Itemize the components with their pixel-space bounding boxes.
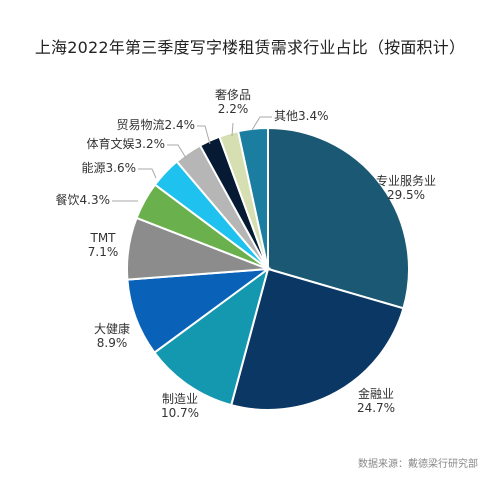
- slice-value-label: 24.7%: [357, 401, 395, 415]
- leader-line: [197, 125, 211, 145]
- source-note: 数据来源：戴德梁行研究部: [358, 459, 478, 470]
- slice-label: 贸易物流2.4%: [117, 118, 196, 132]
- slice-label: 餐饮4.3%: [56, 192, 111, 207]
- slice-value-label: 29.5%: [387, 188, 425, 202]
- slice-label: 专业服务业: [376, 173, 436, 188]
- slice-value-label: 10.7%: [161, 406, 199, 420]
- slice-label: 体育文娱3.2%: [87, 136, 166, 151]
- leader-line: [138, 168, 157, 179]
- pie-slice: [267, 126, 410, 310]
- slice-label: 金融业: [358, 386, 394, 401]
- leader-line: [251, 116, 272, 131]
- slice-value-label: 2.2%: [218, 102, 249, 116]
- slice-label: TMT: [89, 231, 116, 245]
- slice-label: 其他3.4%: [274, 109, 329, 123]
- slice-label: 能源3.6%: [82, 161, 137, 175]
- leader-line: [167, 144, 187, 159]
- slice-label: 奢侈品: [215, 88, 251, 102]
- pie-slice: [153, 266, 270, 407]
- chart-title: 上海2022年第三季度写字楼租赁需求行业占比（按面积计）: [34, 38, 466, 57]
- slice-label: 制造业: [162, 392, 198, 406]
- slice-value-label: 8.9%: [97, 336, 128, 350]
- slice-label: 大健康: [94, 321, 130, 336]
- pie-slice: [229, 267, 405, 411]
- slice-value-label: 7.1%: [88, 245, 119, 259]
- leader-line: [231, 122, 234, 137]
